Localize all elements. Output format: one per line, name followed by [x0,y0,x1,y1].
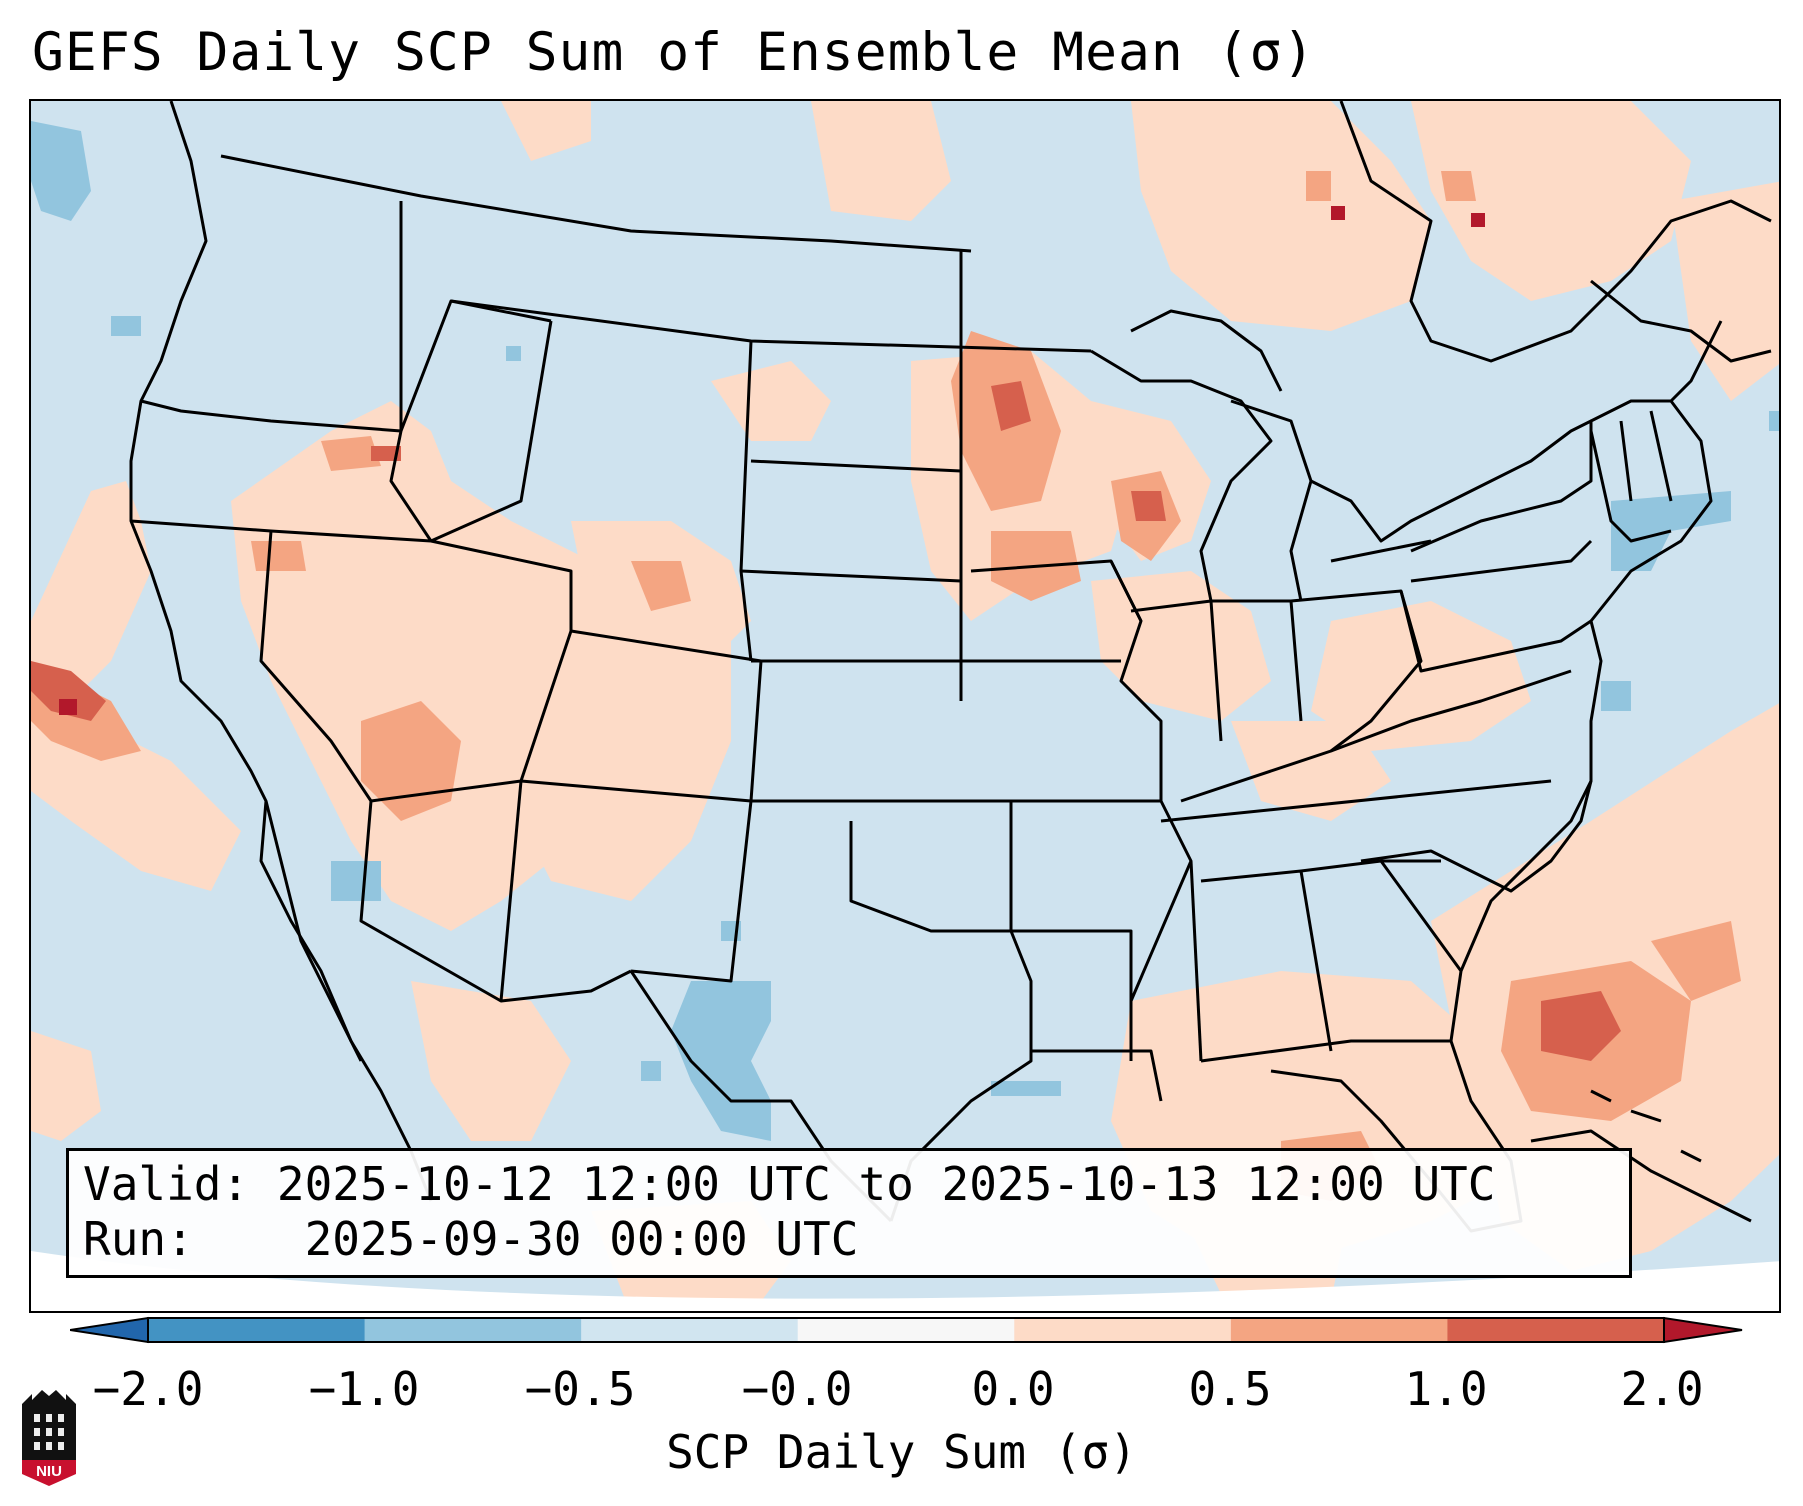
domain-edge [31,1251,1779,1311]
chart-title: GEFS Daily SCP Sum of Ensemble Mean (σ) [32,22,1316,83]
niu-logo-text: NIU [36,1463,62,1480]
map-panel [29,99,1781,1313]
colorbar-segment [1447,1318,1665,1342]
colorbar-tick: 1.0 [1404,1362,1488,1416]
valid-time-box: Valid: 2025-10-12 12:00 UTC to 2025-10-1… [66,1148,1632,1278]
valid-value: 2025-10-12 12:00 UTC to 2025-10-13 12:00… [276,1157,1496,1211]
colorbar-segment [1230,1318,1448,1342]
colorbar-outline [147,1317,1665,1343]
colorbar-segment [581,1318,799,1342]
valid-label: Valid: [83,1157,250,1211]
colorbar-segment [1014,1318,1232,1342]
scp-map [31,101,1779,1311]
colorbar-segments [148,1318,1665,1342]
colorbar-segment [797,1318,1015,1342]
colorbar-extend-high [1663,1316,1743,1344]
colorbar-tick: 0.5 [1188,1362,1272,1416]
colorbar-tick: 2.0 [1620,1362,1704,1416]
colorbar-tick: −2.0 [92,1362,204,1416]
colorbar-tick: −1.0 [308,1362,420,1416]
colorbar [70,1316,1743,1344]
colorbar-extend-low [70,1316,149,1344]
run-value: 2025-09-30 00:00 UTC [304,1212,859,1266]
niu-logo: NIU [22,1390,76,1486]
colorbar-tick: −0.0 [741,1362,853,1416]
colorbar-segment [364,1318,582,1342]
colorbar-tick: −0.5 [524,1362,636,1416]
anomaly-extreme [59,206,1485,715]
political-boundaries [129,101,1772,1233]
colorbar-label: SCP Daily Sum (σ) [666,1425,1137,1479]
anomaly-positive-strong [31,381,1621,1061]
colorbar-segment [148,1318,366,1342]
colorbar-tick: 0.0 [971,1362,1055,1416]
run-label: Run: [83,1212,194,1266]
